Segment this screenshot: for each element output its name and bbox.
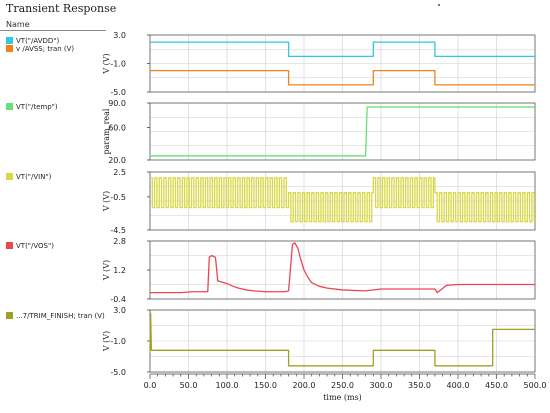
x-tick-label: 0.0 — [144, 381, 157, 390]
y-tick-label: -5.0 — [110, 368, 126, 377]
legend-swatch — [6, 242, 13, 249]
chart-panel: 2.8 1.2 -0.4 V (V) — [102, 237, 536, 304]
panel-frame — [149, 171, 536, 231]
legend-item[interactable]: ...7/TRIM_FINISH; tran (V) — [6, 312, 105, 321]
legend-item[interactable]: VT("/AVDD") — [6, 37, 59, 46]
y-tick-label: -4.5 — [110, 226, 126, 235]
series-line — [150, 242, 535, 294]
y-axis-label: V (V) — [102, 260, 111, 281]
x-tick-label: 250.0 — [331, 381, 354, 390]
panel-frame — [149, 102, 536, 161]
legend-item[interactable]: VT("/VIN") — [6, 173, 51, 182]
series-line — [150, 69, 535, 86]
x-tick-label: 350.0 — [408, 381, 431, 390]
legend-swatch — [6, 173, 13, 180]
legend-swatch — [6, 37, 13, 44]
chart-panel: 3.0 -1.0 -5.0 V (V) — [102, 31, 536, 97]
y-tick-label: 2.5 — [113, 168, 126, 177]
legend-swatch — [6, 103, 13, 110]
x-tick-label: 150.0 — [254, 381, 277, 390]
x-tick-label: 500.0 — [524, 381, 547, 390]
legend-item[interactable]: VT("/VOS") — [6, 242, 54, 251]
legend-label: v /AVSS; tran (V) — [16, 45, 75, 53]
legend-label: VT("/temp") — [16, 103, 58, 111]
y-axis-label: param_real — [102, 108, 111, 154]
y-tick-label: -1.0 — [110, 60, 126, 69]
x-axis-label: time (ms) — [323, 393, 362, 402]
y-axis-label: V (V) — [102, 191, 111, 212]
y-axis-label: V (V) — [102, 331, 111, 352]
x-tick-label: 300.0 — [370, 381, 393, 390]
header-divider — [0, 30, 106, 31]
legend-swatch — [6, 312, 13, 319]
y-tick-label: -5.0 — [110, 88, 126, 97]
y-tick-label: 20.0 — [108, 156, 126, 165]
chart-panel: 3.0 -1.0 -5.0 V (V) — [102, 306, 536, 377]
legend-label: VT("/VOS") — [16, 242, 54, 250]
legend-item[interactable]: VT("/temp") — [6, 103, 58, 112]
x-tick-label: 450.0 — [485, 381, 508, 390]
y-tick-label: 1.2 — [113, 266, 126, 275]
series-line — [150, 106, 535, 157]
legend-label: VT("/VIN") — [16, 173, 52, 181]
chart-panel: 90.0 60.0 20.0 param_real — [102, 99, 536, 165]
legend-item[interactable]: v /AVSS; tran (V) — [6, 45, 74, 54]
series-line — [150, 177, 535, 223]
y-tick-label: 90.0 — [108, 99, 126, 108]
series-line — [149, 312, 535, 367]
y-tick-label: 60.0 — [108, 123, 126, 132]
window-title: Transient Response — [6, 2, 117, 15]
x-tick-label: 50.0 — [180, 381, 198, 390]
chart-panel: 2.5 -0.5 -4.5 V (V) — [102, 168, 536, 235]
y-tick-label: -1.0 — [110, 337, 126, 346]
legend-label: ...7/TRIM_FINISH; tran (V) — [16, 312, 105, 320]
x-tick-label: 400.0 — [447, 381, 470, 390]
legend-swatch — [6, 45, 13, 52]
name-column-header: Name — [6, 20, 30, 29]
window-corner-dot — [438, 4, 440, 6]
y-tick-label: 3.0 — [113, 31, 126, 40]
y-tick-label: 2.8 — [113, 237, 126, 246]
series-line — [150, 41, 535, 58]
y-tick-label: -0.4 — [110, 295, 126, 304]
x-tick-label: 200.0 — [293, 381, 316, 390]
x-tick-label: 100.0 — [216, 381, 239, 390]
y-tick-label: -0.5 — [110, 193, 126, 202]
y-axis-label: V (V) — [102, 53, 111, 74]
legend-label: VT("/AVDD") — [16, 37, 60, 45]
y-tick-label: 3.0 — [113, 306, 126, 315]
